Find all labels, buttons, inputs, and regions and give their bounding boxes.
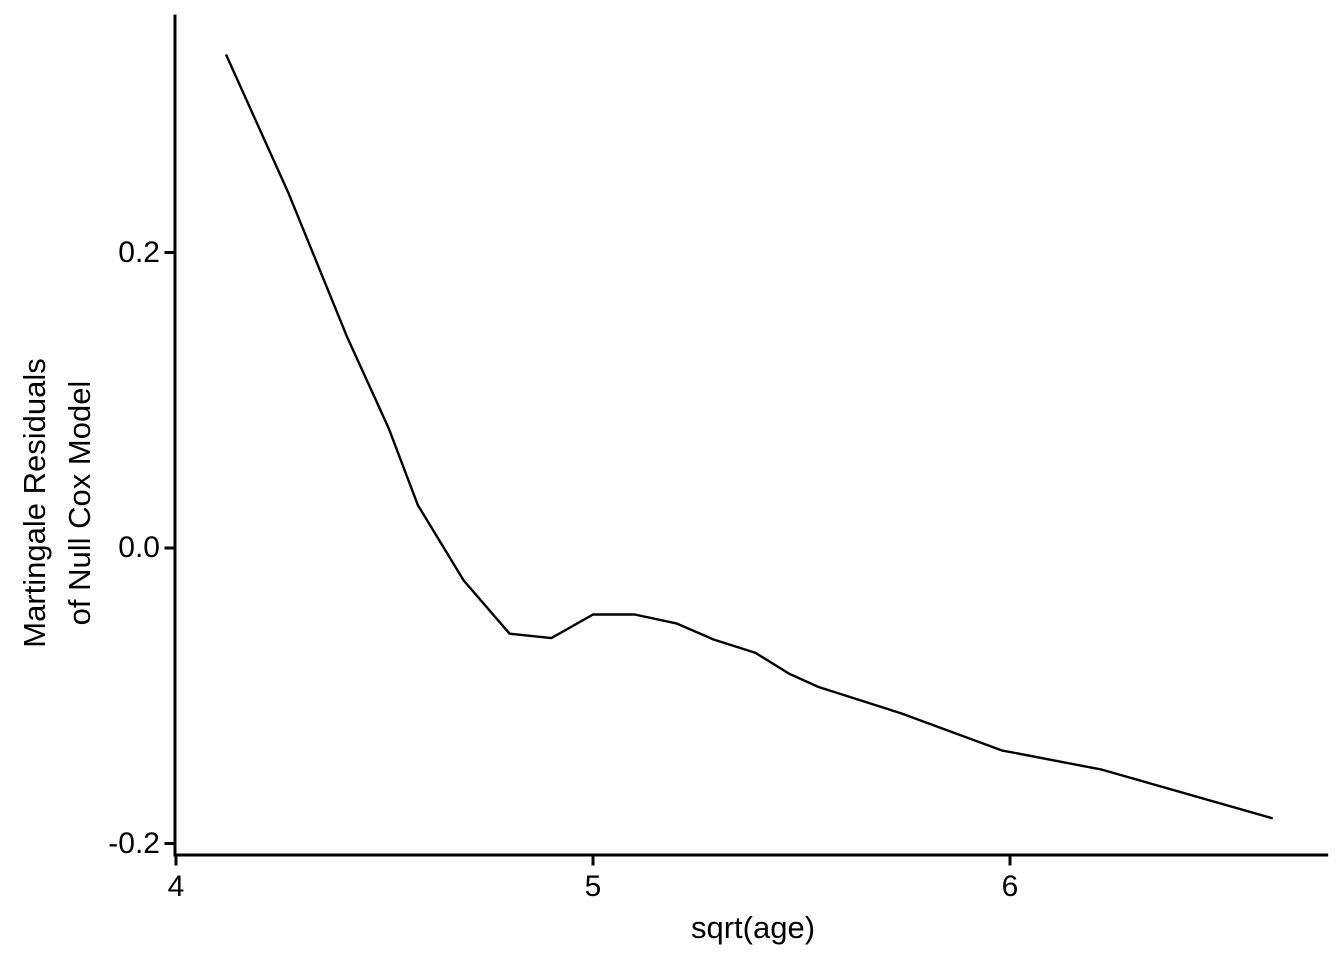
y-tick-label-0.0: 0.0 (118, 531, 160, 564)
y-axis-title: Martingale Residuals of Null Cox Model (12, 358, 102, 647)
y-axis-title-line2: of Null Cox Model (62, 380, 97, 626)
x-tick-label-5: 5 (584, 870, 602, 903)
y-axis-title-line1: Martingale Residuals (17, 358, 52, 648)
residual-curve (224, 54, 1274, 820)
y-tick-label--0.2: -0.2 (108, 826, 160, 860)
x-tick-label-4: 4 (167, 870, 185, 903)
y-tick-label-0.2: 0.2 (118, 235, 160, 269)
x-axis-title: sqrt(age) (690, 910, 816, 945)
x-tick-label-6: 6 (1001, 870, 1019, 903)
